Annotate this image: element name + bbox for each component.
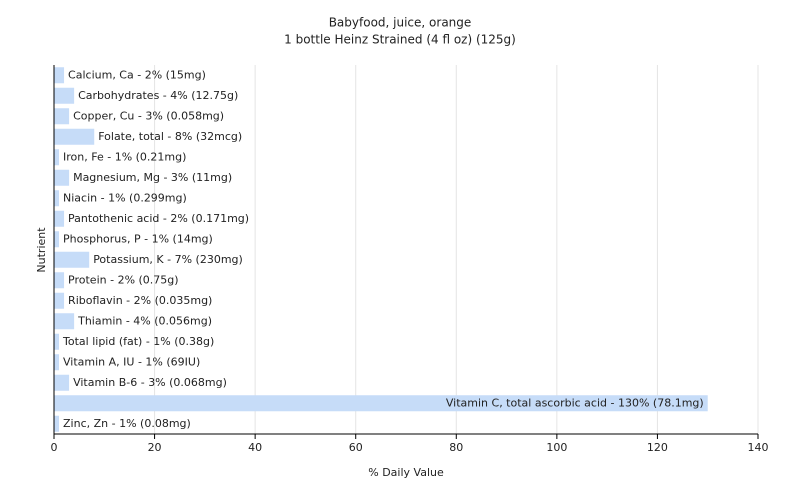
bar — [54, 292, 65, 309]
bar — [54, 128, 95, 145]
bar — [54, 149, 60, 166]
bar — [54, 231, 60, 248]
value-label: Calcium, Ca - 2% (15mg) — [68, 68, 206, 81]
value-label: Potassium, K - 7% (230mg) — [93, 253, 243, 266]
value-label: Copper, Cu - 3% (0.058mg) — [73, 109, 224, 122]
x-tick-label: 140 — [748, 441, 769, 454]
bar — [54, 251, 90, 268]
bar — [54, 67, 65, 84]
value-label: Thiamin - 4% (0.056mg) — [77, 314, 212, 327]
chart-title: Babyfood, juice, orange — [329, 16, 472, 30]
bar — [54, 272, 65, 289]
bar — [54, 210, 65, 227]
x-tick-label: 20 — [148, 441, 162, 454]
bar — [54, 169, 70, 186]
value-label: Protein - 2% (0.75g) — [68, 273, 179, 286]
value-label: Zinc, Zn - 1% (0.08mg) — [63, 417, 191, 430]
bar — [54, 333, 60, 350]
value-label: Niacin - 1% (0.299mg) — [63, 191, 187, 204]
bar — [54, 354, 60, 371]
value-label: Vitamin B-6 - 3% (0.068mg) — [73, 376, 227, 389]
value-label: Carbohydrates - 4% (12.75g) — [78, 89, 238, 102]
value-label: Vitamin C, total ascorbic acid - 130% (7… — [446, 396, 704, 409]
value-label: Vitamin A, IU - 1% (69IU) — [63, 355, 200, 368]
x-tick-label: 60 — [349, 441, 363, 454]
bar — [54, 313, 75, 330]
chart-subtitle: 1 bottle Heinz Strained (4 fl oz) (125g) — [284, 33, 516, 47]
y-axis-title: Nutrient — [35, 227, 48, 273]
x-tick-label: 40 — [248, 441, 262, 454]
value-label: Iron, Fe - 1% (0.21mg) — [63, 150, 186, 163]
value-label: Magnesium, Mg - 3% (11mg) — [73, 171, 232, 184]
x-tick-label: 120 — [647, 441, 668, 454]
x-tick-label: 80 — [449, 441, 463, 454]
x-tick-label: 100 — [546, 441, 567, 454]
value-label: Total lipid (fat) - 1% (0.38g) — [62, 335, 214, 348]
value-label: Pantothenic acid - 2% (0.171mg) — [68, 212, 249, 225]
value-label: Phosphorus, P - 1% (14mg) — [63, 232, 213, 245]
x-axis-title: % Daily Value — [368, 466, 444, 479]
bar — [54, 190, 60, 207]
value-label: Riboflavin - 2% (0.035mg) — [68, 294, 212, 307]
bar — [54, 395, 708, 412]
bar — [54, 415, 60, 432]
value-label: Folate, total - 8% (32mcg) — [98, 130, 242, 143]
bar — [54, 108, 70, 125]
bar — [54, 374, 70, 391]
bar — [54, 87, 75, 104]
x-tick-label: 0 — [51, 441, 58, 454]
